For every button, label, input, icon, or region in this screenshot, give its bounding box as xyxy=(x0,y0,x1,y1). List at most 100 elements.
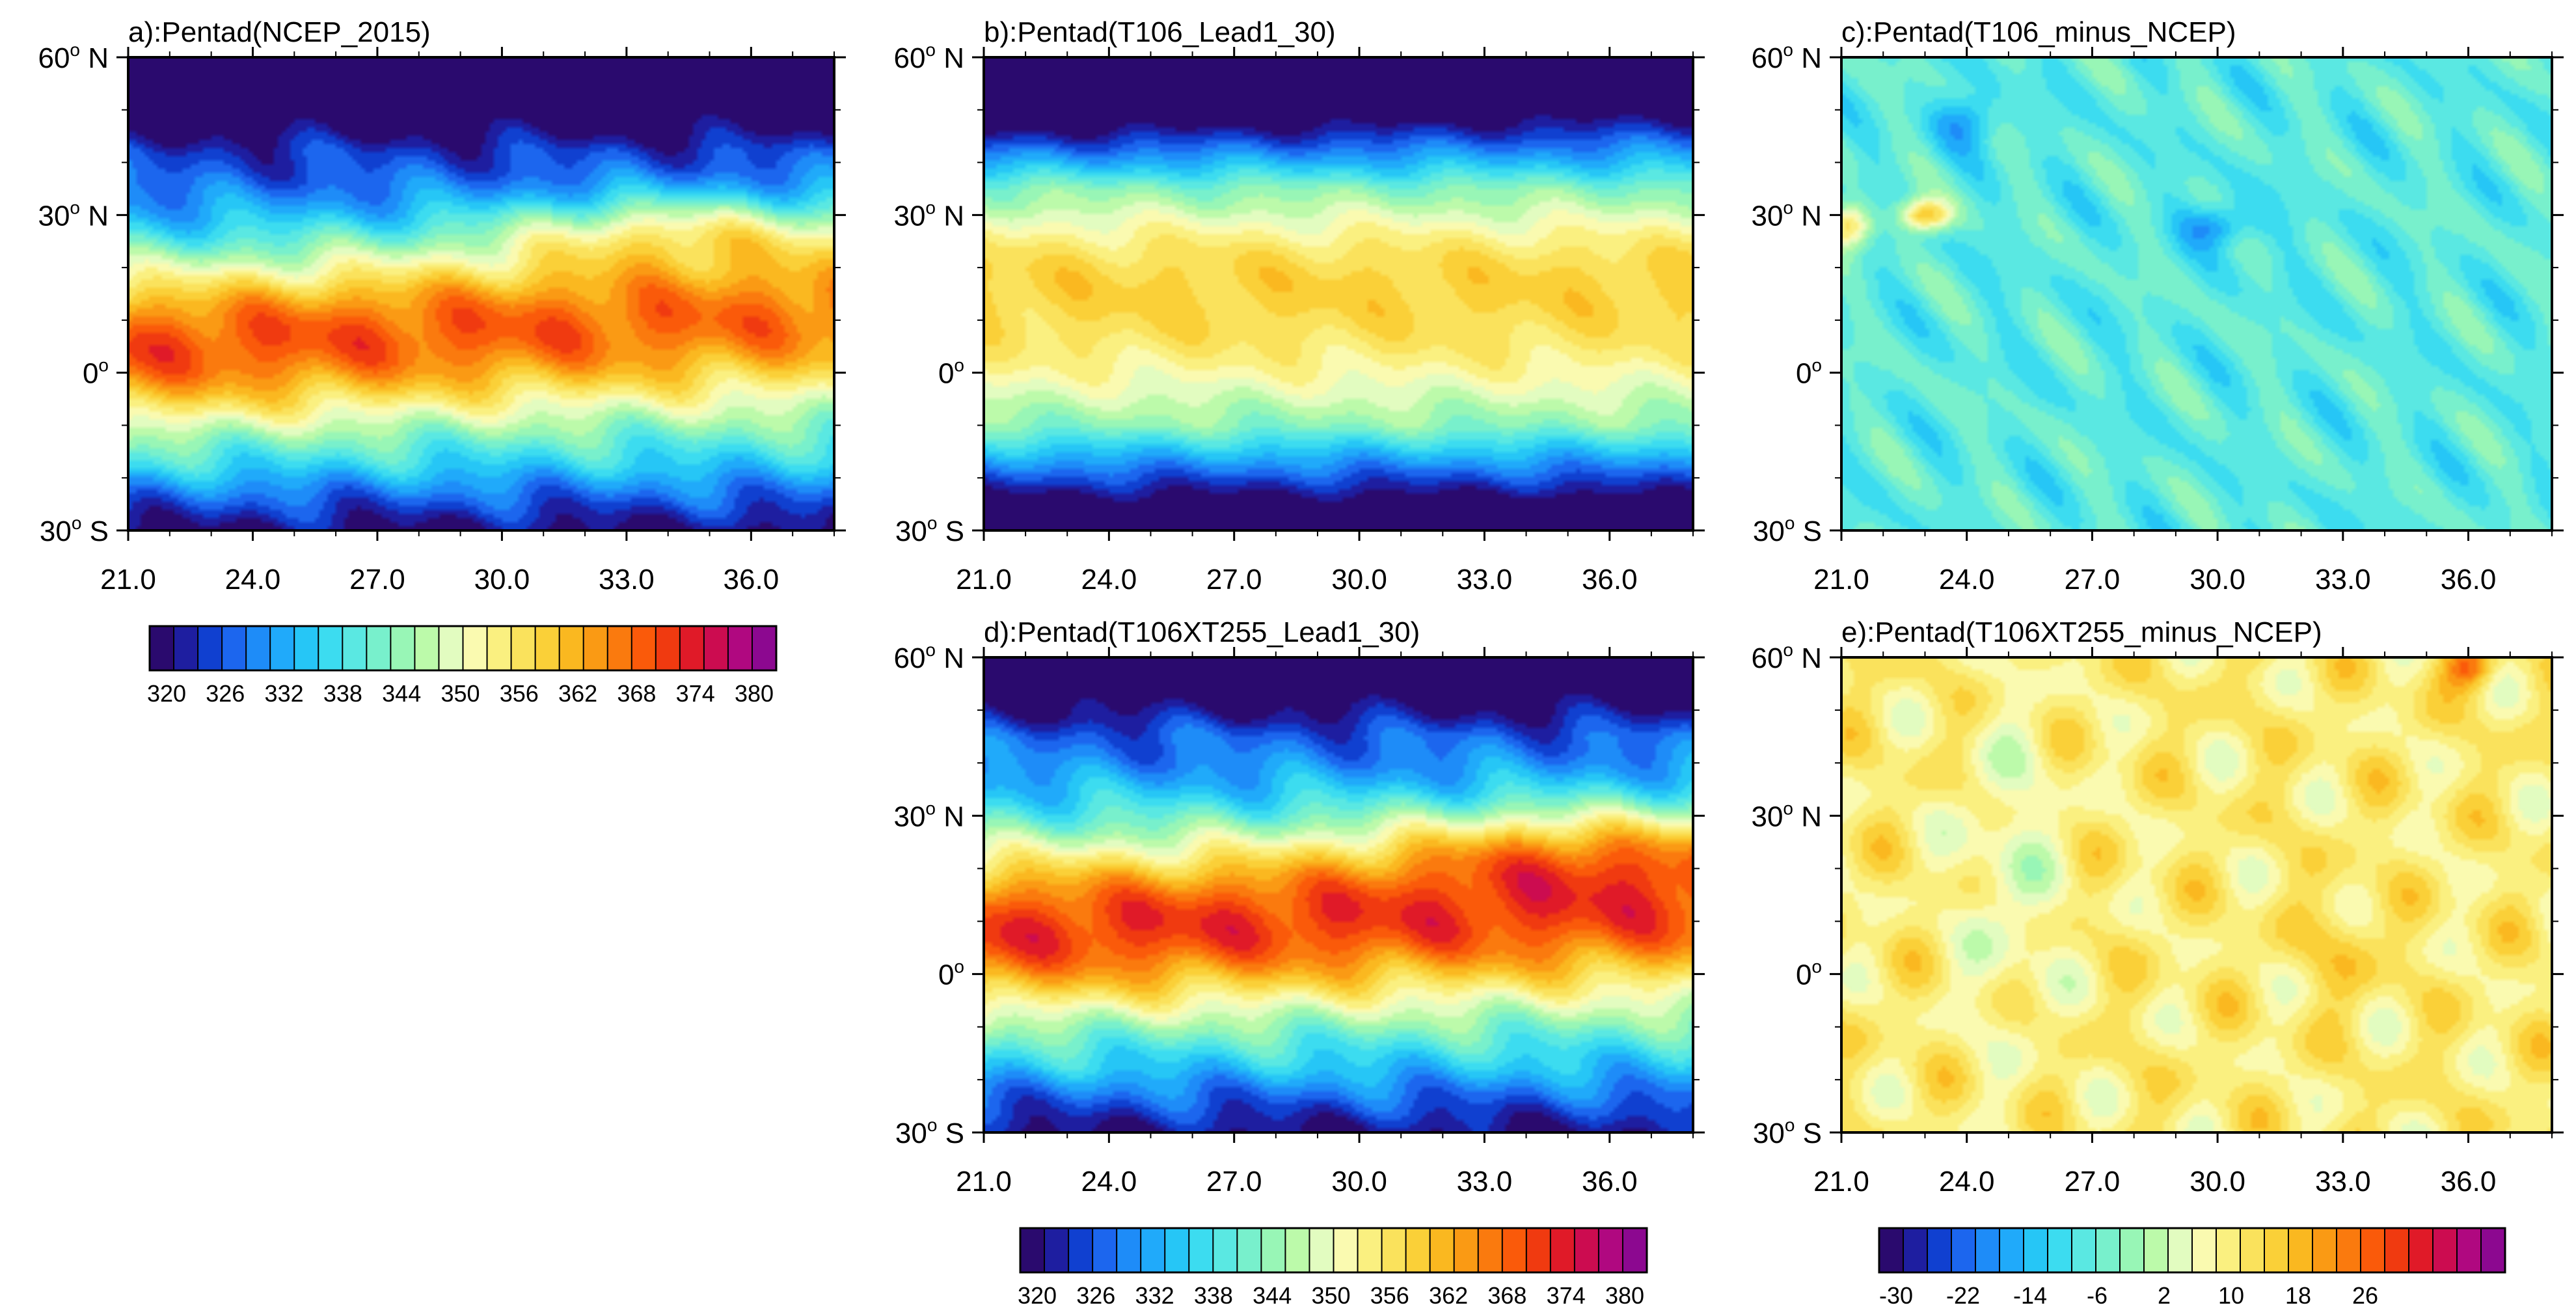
colorbar-cb-abs-2-swatch xyxy=(1044,1227,1070,1273)
panel-d-ytick-dir: N xyxy=(936,642,964,674)
panel-a-ytick-value: 0 xyxy=(83,358,98,390)
panel-c-xtick-label: 30.0 xyxy=(2190,564,2245,596)
colorbar-cb-abs-2-swatch xyxy=(1405,1227,1431,1273)
panel-b-ytick-degree: o xyxy=(925,40,936,60)
panel-d-ytick-label: 30o S xyxy=(895,1115,964,1149)
panel-b-ytick-value: 60 xyxy=(893,42,925,74)
colorbar-cb-abs-label: 320 xyxy=(147,680,186,707)
colorbar-cb-diff-swatch xyxy=(2047,1227,2073,1273)
colorbar-cb-abs-2-label: 368 xyxy=(1487,1282,1526,1309)
colorbar-cb-diff-swatch xyxy=(1951,1227,1977,1273)
panel-e-xtick-label: 30.0 xyxy=(2190,1166,2245,1198)
panel-e-ytick-label: 30o N xyxy=(1751,798,1822,832)
panel-a-ytick-label: 0o xyxy=(83,355,109,390)
colorbar-cb-abs-swatch xyxy=(269,625,295,671)
panel-e-ytick-value: 30 xyxy=(1751,801,1783,832)
panel-e-xtick-label: 36.0 xyxy=(2441,1166,2497,1198)
colorbar-cb-abs-2-swatch xyxy=(1188,1227,1214,1273)
panel-b-xtick-label: 30.0 xyxy=(1331,564,1387,596)
panel-d: d):Pentad(T106XT255_Lead1_30) 21.0 24.0 27.… xyxy=(893,616,1705,1198)
panel-e-ytick-label: 60o N xyxy=(1751,640,1822,674)
colorbar-cb-diff-swatch xyxy=(1903,1227,1929,1273)
colorbar-cb-abs-2-swatch xyxy=(1284,1227,1310,1273)
panel-c-ytick-label: 30o N xyxy=(1751,197,1822,232)
panel-b-ytick-label: 60o N xyxy=(893,40,964,74)
colorbar-cb-diff-swatch xyxy=(2456,1227,2482,1273)
panel-e-ytick-degree: o xyxy=(1785,1115,1795,1135)
panel-c-ytick-degree: o xyxy=(1811,355,1822,376)
colorbar-cb-abs-swatch xyxy=(438,625,465,671)
colorbar-cb-diff-swatch xyxy=(2167,1227,2193,1273)
panel-e-ytick-dir: N xyxy=(1793,642,1822,674)
colorbar-cb-abs-2-swatch xyxy=(1116,1227,1142,1273)
panel-b-xtick-label: 27.0 xyxy=(1206,564,1262,596)
colorbar-cb-diff-label: 10 xyxy=(2218,1282,2244,1309)
colorbar-cb-diff-swatch xyxy=(2288,1227,2314,1273)
colorbar-cb-diff-label: 18 xyxy=(2285,1282,2311,1309)
colorbar-cb-diff-swatch xyxy=(2336,1227,2362,1273)
panel-d-xtick-label: 36.0 xyxy=(1582,1166,1638,1198)
panel-b-ytick-dir: N xyxy=(936,200,964,232)
panel-b-xtick-label: 36.0 xyxy=(1582,564,1638,596)
colorbar-cb-abs-label: 356 xyxy=(500,680,539,707)
colorbar-cb-abs-swatch xyxy=(534,625,561,671)
colorbar-cb-abs: 320 326 332 338 344 350 356 362 368 374 380 xyxy=(147,625,778,707)
panel-c-ytick-value: 30 xyxy=(1753,515,1785,547)
panel-d-xtick-label: 30.0 xyxy=(1331,1166,1387,1198)
colorbar-cb-abs-2-swatch xyxy=(1236,1227,1262,1273)
panel-d-ytick-value: 0 xyxy=(938,959,954,991)
colorbar-cb-diff-swatch xyxy=(2312,1227,2338,1273)
colorbar-cb-abs-2-swatch xyxy=(1621,1227,1648,1273)
panel-b-ytick-label: 30o N xyxy=(893,197,964,232)
panel-c-ytick-dir: S xyxy=(1795,515,1822,547)
panel-e-xtick-label: 27.0 xyxy=(2065,1166,2121,1198)
colorbar-cb-abs-2-swatch xyxy=(1092,1227,1118,1273)
colorbar-cb-abs-swatch xyxy=(486,625,513,671)
panel-c-xtick-label: 27.0 xyxy=(2065,564,2121,596)
colorbar-cb-abs-2-frame xyxy=(1019,1227,1648,1274)
panel-a: a):Pentad(NCEP_2015) 21.0 24.0 27.0 30.0 33.0… xyxy=(38,16,846,596)
panel-d-ytick-label: 0o xyxy=(938,957,964,991)
panel-c-ytick-degree: o xyxy=(1785,513,1795,533)
colorbar-cb-diff-swatch xyxy=(2023,1227,2049,1273)
panel-c-xtick-label: 33.0 xyxy=(2315,564,2371,596)
panel-b-ytick-value: 30 xyxy=(895,515,927,547)
colorbar-cb-abs-2-swatch xyxy=(1164,1227,1190,1273)
colorbar-cb-abs-2-label: 320 xyxy=(1018,1282,1057,1309)
colorbar-cb-diff-swatch xyxy=(2071,1227,2097,1273)
panel-c: c):Pentad(T106_minus_NCEP) 21.0 24.0 27.0 30… xyxy=(1751,16,2564,596)
colorbar-cb-diff-label: 2 xyxy=(2158,1282,2171,1309)
colorbar-cb-abs-swatch xyxy=(414,625,440,671)
panel-a-ytick-value: 30 xyxy=(38,200,70,232)
panel-c-xtick-label: 24.0 xyxy=(1939,564,1995,596)
colorbar-cb-abs-2-swatch xyxy=(1573,1227,1600,1273)
colorbar-cb-abs-label: 350 xyxy=(441,680,480,707)
colorbar-cb-abs-swatch xyxy=(149,625,175,671)
panel-e-ytick-degree: o xyxy=(1811,957,1822,977)
colorbar-cb-abs-2-swatch xyxy=(1212,1227,1238,1273)
panel-b: b):Pentad(T106_Lead1_30) 21.0 24.0 27.0 30.0… xyxy=(893,16,1705,596)
panel-c-ytick-degree: o xyxy=(1783,40,1793,60)
panel-d-ytick-value: 30 xyxy=(893,801,925,832)
panel-c-field xyxy=(1841,57,2552,530)
colorbar-cb-abs-swatch xyxy=(366,625,392,671)
panel-e-ytick-degree: o xyxy=(1783,640,1793,660)
panel-a-frame xyxy=(127,56,835,532)
colorbar-cb-diff-swatch xyxy=(1999,1227,2025,1273)
colorbar-cb-abs-2-label: 362 xyxy=(1429,1282,1468,1309)
colorbar-cb-abs-swatch xyxy=(342,625,368,671)
colorbar-cb-abs-2-swatch xyxy=(1501,1227,1528,1273)
panel-e-ytick-dir: S xyxy=(1795,1117,1822,1149)
panel-c-ytick-degree: o xyxy=(1783,197,1793,217)
panel-d-ytick-degree: o xyxy=(927,1115,938,1135)
panel-c-title: c):Pentad(T106_minus_NCEP) xyxy=(1841,16,2236,48)
panel-d-title: d):Pentad(T106XT255_Lead1_30) xyxy=(984,616,1420,648)
colorbar-cb-abs-swatch xyxy=(318,625,344,671)
panel-e: e):Pentad(T106XT255_minus_NCEP) 21.0 24.0 2… xyxy=(1751,616,2564,1198)
panel-b-ytick-degree: o xyxy=(927,513,938,533)
colorbar-cb-abs-label: 326 xyxy=(206,680,245,707)
panel-e-ytick-dir: N xyxy=(1793,801,1822,832)
panel-e-xtick-label: 21.0 xyxy=(1813,1166,1869,1198)
colorbar-cb-diff-swatch xyxy=(2408,1227,2434,1273)
panel-a-ytick-dir: N xyxy=(80,42,109,74)
